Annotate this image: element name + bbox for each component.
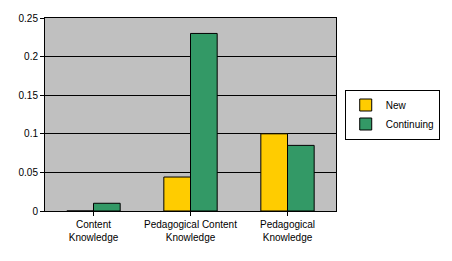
svg-text:New: New bbox=[386, 100, 407, 111]
svg-text:0: 0 bbox=[32, 206, 38, 217]
svg-text:Continuing: Continuing bbox=[386, 119, 434, 130]
svg-text:PedagogicalKnowledge: PedagogicalKnowledge bbox=[260, 219, 315, 243]
svg-text:0.25: 0.25 bbox=[19, 13, 39, 24]
svg-text:0.15: 0.15 bbox=[19, 90, 39, 101]
svg-text:0.05: 0.05 bbox=[19, 167, 39, 178]
svg-text:ContentKnowledge: ContentKnowledge bbox=[69, 219, 119, 243]
svg-text:Pedagogical ContentKnowledge: Pedagogical ContentKnowledge bbox=[144, 219, 237, 243]
svg-text:0.1: 0.1 bbox=[24, 128, 38, 139]
svg-text:0.2: 0.2 bbox=[24, 51, 38, 62]
